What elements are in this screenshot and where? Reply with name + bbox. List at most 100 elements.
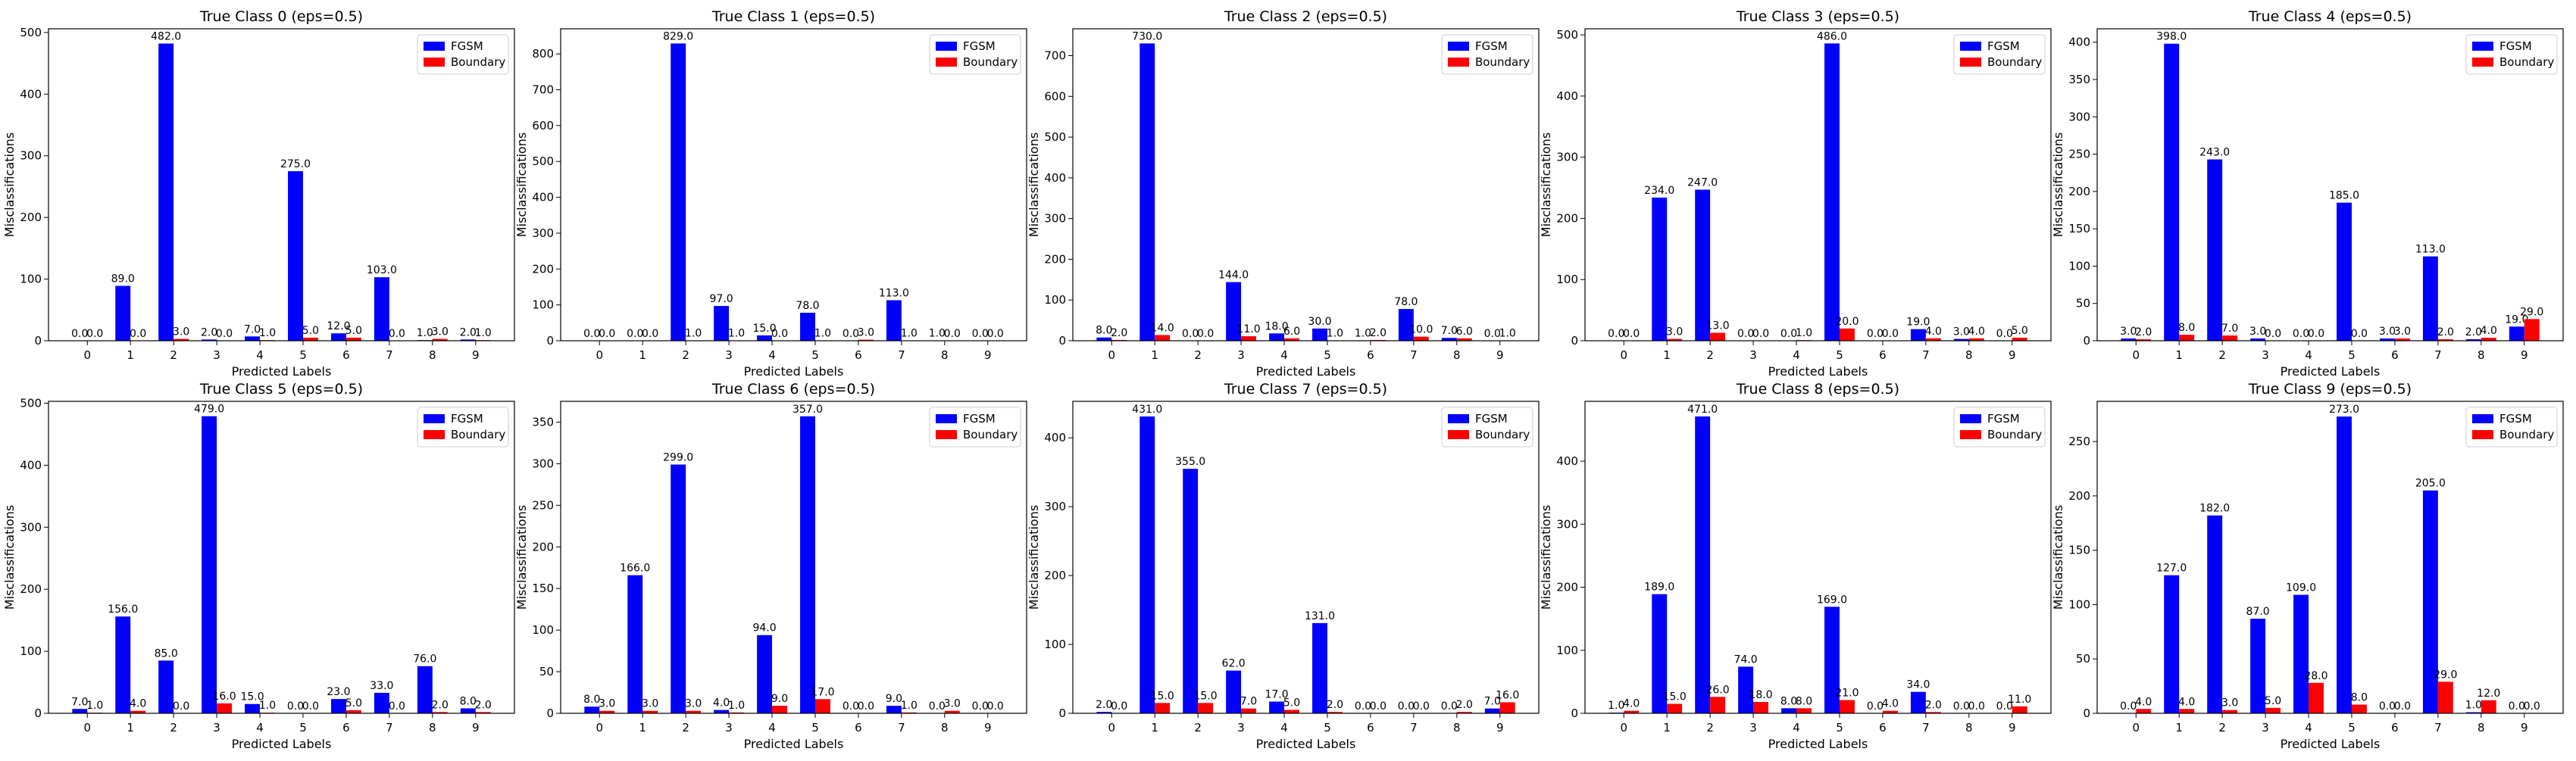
boundary-value-label: 18.0	[1749, 689, 1772, 701]
boundary-bar-5	[303, 338, 318, 341]
boundary-value-label: 1.0	[1327, 327, 1343, 339]
x-tick-label: 9	[2009, 721, 2016, 734]
x-tick-label: 4	[1793, 721, 1800, 734]
legend-swatch	[2472, 430, 2493, 439]
x-tick-label: 7	[1410, 721, 1418, 734]
y-tick-label: 50	[2076, 652, 2090, 666]
y-tick-label: 300	[1556, 151, 1578, 164]
boundary-value-label: 6.0	[1456, 326, 1473, 338]
legend-swatch	[424, 58, 445, 67]
boundary-bar-6	[346, 710, 361, 713]
fgsm-bar-4	[757, 635, 772, 713]
boundary-value-label: 0.0	[1111, 700, 1127, 713]
fgsm-value-label: 355.0	[1175, 456, 1205, 468]
fgsm-bar-3	[2250, 619, 2265, 713]
x-tick-label: 6	[1879, 721, 1887, 734]
y-tick-label: 200	[532, 262, 554, 276]
fgsm-bar-4	[245, 704, 260, 713]
fgsm-bar-5	[288, 171, 303, 341]
x-tick-label: 2	[170, 348, 177, 362]
x-tick-label: 3	[1749, 721, 1757, 734]
subplot-title: True Class 5 (eps=0.5)	[199, 381, 363, 398]
y-tick-label: 0	[1058, 334, 1066, 348]
fgsm-bar-3	[714, 710, 729, 713]
y-tick-label: 400	[2068, 36, 2090, 49]
fgsm-value-label: 357.0	[792, 404, 823, 416]
y-tick-label: 100	[2068, 597, 2090, 611]
boundary-value-label: 5.0	[2265, 695, 2281, 707]
boundary-value-label: 4.0	[2481, 325, 2497, 337]
fgsm-value-label: 34.0	[1906, 679, 1930, 691]
fgsm-bar-4	[2293, 595, 2309, 713]
legend-swatch	[1960, 42, 1981, 51]
x-tick-label: 9	[984, 348, 992, 362]
boundary-bar-1	[2179, 335, 2194, 341]
x-tick-label: 0	[1620, 348, 1627, 362]
boundary-value-label: 4.0	[2178, 696, 2195, 708]
fgsm-bar-7	[886, 706, 902, 713]
boundary-bar-3	[217, 703, 232, 713]
boundary-value-label: 3.0	[944, 698, 961, 710]
boundary-value-label: 0.0	[987, 328, 1004, 340]
fgsm-bar-2	[158, 44, 174, 341]
boundary-value-label: 0.0	[771, 328, 788, 340]
fgsm-value-label: 0.0	[1780, 328, 1797, 340]
boundary-value-label: 0.0	[642, 328, 658, 340]
legend-entry: FGSM	[451, 39, 483, 53]
fgsm-value-label: 0.0	[2509, 700, 2525, 713]
fgsm-value-label: 730.0	[1132, 30, 1162, 42]
boundary-bar-1	[1155, 703, 1170, 713]
boundary-bar-5	[1840, 329, 1855, 341]
fgsm-value-label: 3.0	[2379, 326, 2396, 338]
x-axis-label: Predicted Labels	[2281, 737, 2381, 751]
fgsm-bar-5	[1824, 43, 1840, 341]
x-tick-label: 3	[213, 348, 220, 362]
x-tick-label: 6	[342, 348, 350, 362]
boundary-value-label: 1.0	[1796, 327, 1812, 339]
y-tick-label: 200	[1556, 211, 1578, 225]
fgsm-bar-7	[374, 277, 389, 341]
fgsm-value-label: 23.0	[327, 686, 350, 698]
legend-entry: FGSM	[1987, 412, 2020, 426]
boundary-bar-1	[2179, 709, 2194, 713]
fgsm-bar-2	[671, 464, 686, 713]
boundary-bar-7	[1414, 337, 1429, 341]
boundary-bar-2	[2222, 710, 2237, 713]
y-tick-label: 250	[532, 498, 554, 512]
x-tick-label: 6	[855, 721, 862, 734]
boundary-bar-3	[1241, 709, 1256, 713]
y-tick-label: 700	[532, 83, 554, 97]
fgsm-value-label: 8.0	[1780, 695, 1797, 707]
fgsm-value-label: 0.0	[1996, 328, 2013, 340]
subplot-title: True Class 0 (eps=0.5)	[199, 8, 363, 25]
x-tick-label: 5	[1324, 348, 1331, 362]
y-tick-label: 300	[1044, 212, 1066, 226]
fgsm-bar-2	[2207, 159, 2222, 341]
legend-swatch	[936, 42, 957, 51]
fgsm-value-label: 482.0	[151, 31, 181, 43]
x-tick-label: 5	[1324, 721, 1331, 734]
fgsm-bar-7	[886, 300, 902, 341]
x-tick-label: 1	[639, 348, 646, 362]
fgsm-value-label: 247.0	[1687, 176, 1718, 189]
fgsm-value-label: 3.0	[2120, 326, 2137, 338]
boundary-bar-3	[1241, 336, 1256, 341]
x-tick-label: 8	[1965, 348, 1973, 362]
fgsm-value-label: 109.0	[2286, 582, 2316, 594]
boundary-bar-4	[2309, 683, 2324, 713]
fgsm-value-label: 8.0	[583, 694, 600, 706]
boundary-value-label: 2.0	[1925, 699, 1942, 711]
x-tick-label: 8	[1965, 721, 1973, 734]
fgsm-value-label: 0.0	[1398, 700, 1415, 713]
fgsm-value-label: 87.0	[2246, 606, 2270, 618]
boundary-value-label: 1.0	[475, 327, 492, 339]
fgsm-bar-1	[115, 286, 130, 341]
y-tick-label: 0	[1571, 706, 1578, 720]
boundary-value-label: 6.0	[1283, 326, 1300, 338]
boundary-value-label: 2.0	[2437, 326, 2454, 338]
x-tick-label: 1	[1151, 348, 1158, 362]
fgsm-bar-3	[202, 416, 217, 713]
x-tick-label: 2	[1706, 348, 1714, 362]
